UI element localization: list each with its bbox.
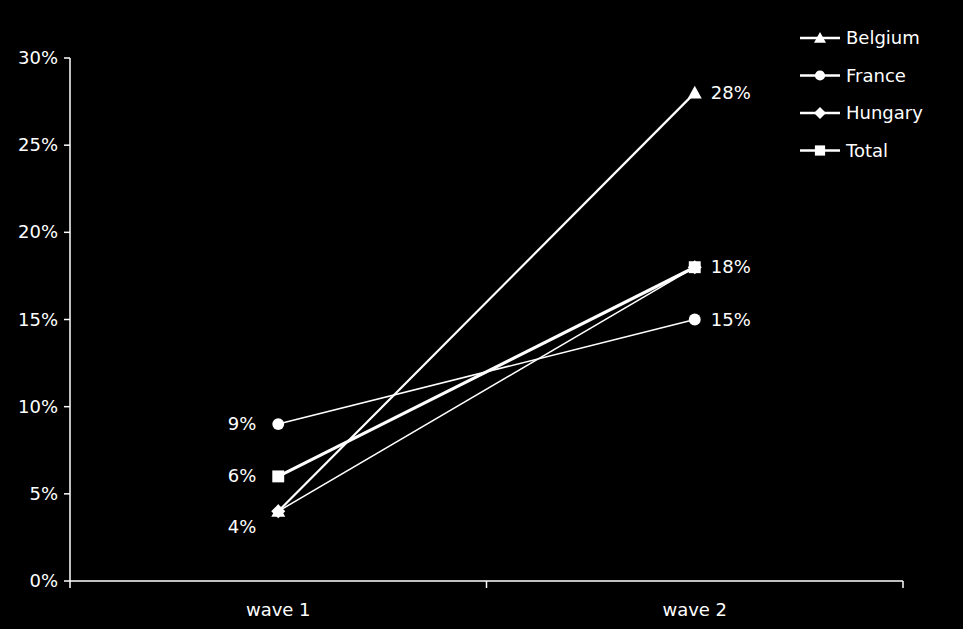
y-tick: [64, 319, 70, 321]
x-tick-separator: [69, 581, 71, 588]
y-tick: [64, 57, 70, 59]
y-tick: [64, 406, 70, 408]
y-tick-label: 20%: [18, 221, 58, 242]
legend-marker: [814, 107, 826, 119]
y-tick-label: 0%: [29, 570, 58, 591]
legend-label: France: [846, 65, 906, 86]
x-tick-label: wave 2: [662, 599, 727, 620]
legend-label: Hungary: [846, 102, 923, 123]
series-marker: [689, 314, 701, 326]
y-tick: [64, 493, 70, 495]
series-marker: [272, 470, 284, 482]
legend-marker: [815, 145, 825, 155]
data-label: 4%: [228, 516, 257, 537]
x-tick-label: wave 1: [246, 599, 311, 620]
y-tick-label: 5%: [29, 483, 58, 504]
y-tick-label: 15%: [18, 309, 58, 330]
plot-area: [271, 86, 702, 518]
legend-marker: [815, 70, 825, 80]
y-tick-label: 10%: [18, 396, 58, 417]
series-marker: [688, 86, 702, 99]
data-label: 6%: [228, 465, 257, 486]
series-marker: [271, 504, 285, 518]
legend-label: Belgium: [846, 27, 920, 48]
y-tick-label: 30%: [18, 47, 58, 68]
y-tick: [64, 144, 70, 146]
data-label: 28%: [711, 82, 751, 103]
legend: Belgium France Hungary Total: [800, 27, 923, 161]
data-label: 18%: [711, 256, 751, 277]
data-label: 15%: [711, 309, 751, 330]
data-label: 9%: [228, 413, 257, 434]
chart: 0% 5% 10% 15% 20% 25% 30% wave 1 wave 2 4% 28% 9% 15…: [0, 0, 963, 629]
series-line: [278, 267, 695, 476]
series-marker: [688, 260, 702, 274]
legend-marker: [814, 32, 826, 43]
legend-label: Total: [845, 140, 888, 161]
x-tick-separator: [486, 581, 488, 588]
x-tick-separator: [902, 581, 904, 588]
y-tick-label: 25%: [18, 134, 58, 155]
series-line: [278, 93, 695, 511]
background: [0, 0, 963, 629]
y-tick: [64, 232, 70, 234]
y-tick: [64, 580, 70, 582]
series-marker: [272, 418, 284, 430]
series-line: [278, 267, 695, 511]
series-marker: [689, 261, 701, 273]
